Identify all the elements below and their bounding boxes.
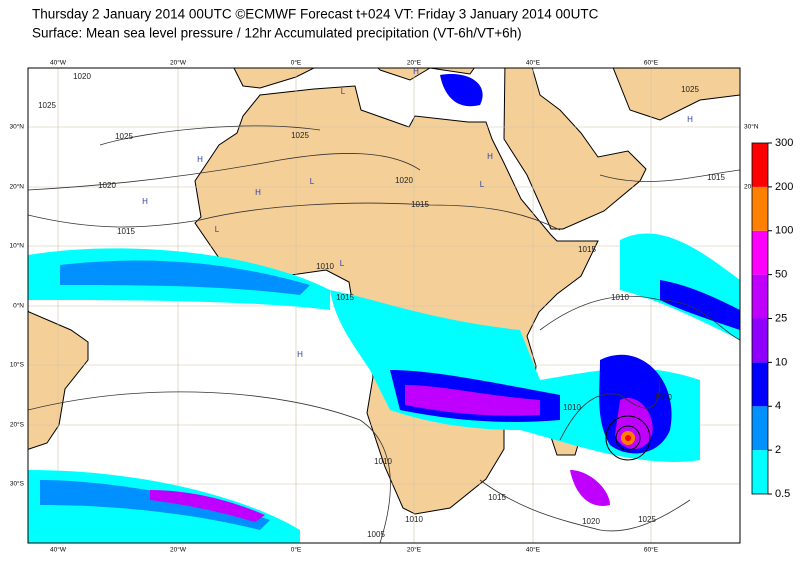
lon-label: 40°E	[526, 546, 541, 554]
subtitle: Surface: Mean sea level pressure / 12hr …	[32, 26, 522, 41]
pressure-center: H	[255, 188, 261, 197]
colorbar-label: 0.5	[775, 488, 790, 500]
colorbar-label: 2	[775, 444, 781, 456]
lon-label: 20°E	[407, 59, 422, 67]
colorbar-label: 4	[775, 400, 781, 412]
isobar-label: 1025	[291, 131, 309, 140]
lat-label: 20°N	[9, 183, 24, 191]
lat-label: 30°S	[10, 480, 25, 488]
pressure-center: H	[197, 155, 203, 164]
pressure-center: L	[340, 259, 345, 268]
pressure-center: L	[215, 225, 220, 234]
pressure-center: H	[487, 152, 493, 161]
isobar-label: 1020	[582, 517, 600, 526]
isobar-label: 1010	[563, 403, 581, 412]
lat-label: 30°N	[744, 123, 759, 131]
lon-label: 20°E	[407, 546, 422, 554]
lon-label: 60°E	[644, 546, 659, 554]
lon-label: 20°W	[170, 59, 187, 67]
isobar-label: 1025	[115, 132, 133, 141]
lon-label: 0°E	[291, 546, 302, 554]
lon-label: 20°W	[170, 546, 187, 554]
colorbar-label: 100	[775, 225, 793, 237]
colorbar-label: 300	[775, 137, 793, 149]
colorbar-segment	[752, 230, 768, 275]
lon-label: 60°E	[644, 59, 659, 67]
precipitation	[28, 74, 740, 543]
lat-label: 0°N	[13, 302, 24, 310]
colorbar-label: 200	[775, 181, 793, 193]
lon-label: 40°W	[50, 546, 67, 554]
isobar-label: 1015	[488, 493, 506, 502]
isobar-label: 1015	[411, 200, 429, 209]
isobar-label: 1015	[117, 227, 135, 236]
colorbar-segment	[752, 186, 768, 231]
isobars	[28, 125, 740, 543]
isobar-label: 1010	[654, 393, 672, 402]
isobar-label: 1010	[611, 293, 629, 302]
isobar-label: 1015	[336, 293, 354, 302]
lat-label: 20°N	[744, 183, 759, 191]
cyclone	[605, 415, 651, 461]
colorbar-label: 25	[775, 312, 787, 324]
pressure-center: H	[413, 67, 419, 76]
colorbar-segment	[752, 450, 768, 494]
colorbar-segment	[752, 318, 768, 363]
pressure-center: H	[297, 350, 303, 359]
pressure-center: H	[142, 197, 148, 206]
pressure-center: L	[341, 87, 346, 96]
map-area: 1025 1020 1025 1020 1015 1025 1020 1015 1010 1015…	[28, 67, 740, 543]
lat-label: 10°N	[9, 242, 24, 250]
isobar-label: 1020	[98, 181, 116, 190]
colorbar-label: 50	[775, 269, 787, 281]
title: Thursday 2 January 2014 00UTC ©ECMWF For…	[32, 7, 599, 22]
isobar-label: 1025	[638, 515, 656, 524]
colorbar-label: 10	[775, 356, 787, 368]
lon-label: 40°W	[50, 59, 67, 67]
isobar-label: 1010	[405, 515, 423, 524]
isobar-label: 1015	[707, 173, 725, 182]
isobar-label: 1010	[316, 262, 334, 271]
lat-label: 30°N	[9, 123, 24, 131]
pressure-center: L	[310, 177, 315, 186]
colorbar-segment	[752, 143, 768, 187]
lon-label: 0°E	[291, 59, 302, 67]
isobar-label: 1005	[367, 530, 385, 539]
pressure-center: L	[480, 180, 485, 189]
map-frame	[27, 67, 741, 544]
isobar-label: 1020	[73, 72, 91, 81]
pressure-center: H	[687, 115, 693, 124]
colorbar-segment	[752, 274, 768, 319]
isobar-label: 1020	[395, 176, 413, 185]
lon-label: 40°E	[526, 59, 541, 67]
isobar-label: 1025	[681, 85, 699, 94]
lat-label: 10°S	[10, 361, 25, 369]
colorbar-segment	[752, 406, 768, 451]
colorbar-segment	[752, 362, 768, 407]
isobar-label: 1025	[38, 101, 56, 110]
lat-label: 20°S	[10, 421, 25, 429]
isobar-label: 1010	[374, 457, 392, 466]
isobar-label: 1015	[578, 245, 596, 254]
